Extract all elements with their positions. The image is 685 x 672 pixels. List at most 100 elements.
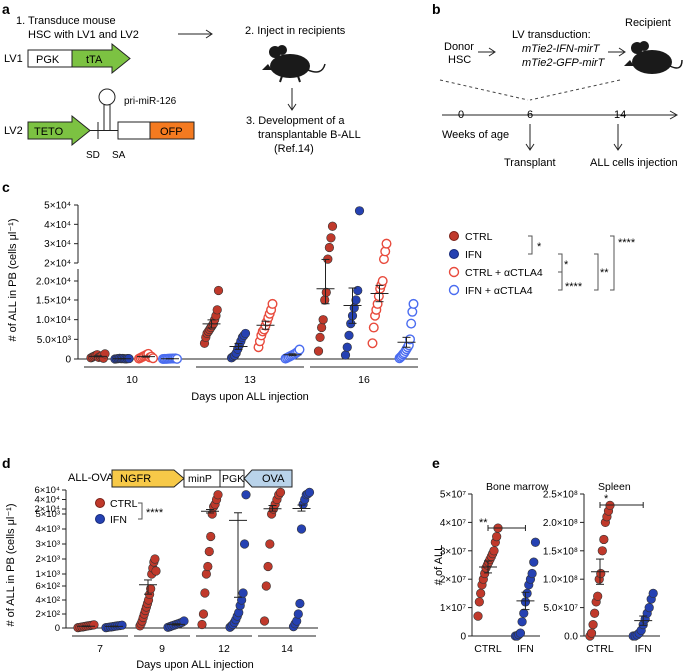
- legend-ifn-actla4-marker: [448, 284, 460, 296]
- c-point: [381, 238, 392, 249]
- legend-ctrl-actla4: CTRL + αCTLA4: [465, 267, 543, 279]
- d-point: [197, 619, 207, 630]
- e-point: [492, 531, 502, 542]
- panel-label-c: c: [2, 179, 10, 195]
- c-y-tick-label: 1.5×10⁴: [36, 296, 71, 307]
- d-point: [117, 620, 127, 630]
- a-step2: 2. Inject in recipients: [245, 25, 346, 37]
- ofp-label: OFP: [160, 126, 183, 138]
- d-point: [204, 546, 214, 557]
- c-y-tick-label: 3×10⁴: [44, 239, 71, 250]
- c-point: [327, 221, 338, 231]
- c-y-tick-label: 5×10⁴: [44, 201, 71, 212]
- e-point: [527, 568, 537, 579]
- e-title-spleen: Spleen: [598, 481, 631, 493]
- c-point: [324, 242, 334, 253]
- d-x-tick-label: 7: [97, 643, 103, 655]
- c-point: [213, 285, 224, 296]
- d-point: [304, 487, 315, 497]
- c-point: [315, 332, 325, 342]
- c-point: [368, 322, 379, 333]
- e-point: [522, 588, 532, 599]
- d-y-tick-label: 4×10⁴: [35, 495, 60, 506]
- sig-1: *: [537, 241, 542, 253]
- d-y-tick-label: 4×10³: [35, 524, 60, 535]
- e-point: [599, 534, 609, 545]
- e-y-tick-label: 4×10⁷: [440, 518, 467, 529]
- sig-5: ****: [618, 237, 636, 249]
- c-y-tick-label: 4×10⁴: [44, 220, 71, 231]
- c-point: [147, 353, 158, 364]
- a-step3-line2: transplantable B-ALL: [258, 129, 361, 141]
- sd-label: SD: [86, 150, 100, 161]
- e-x-tick-label: IFN: [635, 643, 652, 655]
- c-x-tick-label: 13: [244, 374, 256, 386]
- e-y-tick-label: 1.0×10⁸: [543, 575, 578, 586]
- c-point: [212, 305, 222, 315]
- c-point: [342, 342, 352, 352]
- e-point: [515, 628, 526, 638]
- e-x-tick-label: CTRL: [586, 643, 614, 655]
- e-y-label: # of ALL: [433, 545, 445, 585]
- legend-ifn: IFN: [465, 249, 482, 261]
- e-y-tick-label: 1.5×10⁸: [543, 546, 578, 557]
- teto-arrow: [27, 114, 91, 147]
- recipient-mouse-icon: [624, 41, 683, 74]
- d-point: [203, 561, 213, 572]
- tta-label: tTA: [86, 54, 103, 66]
- d-point: [295, 598, 305, 609]
- e-y-tick-label: 2.0×10⁸: [543, 518, 578, 529]
- a-step3-line3: (Ref.14): [274, 143, 314, 155]
- d-y-tick-label: 1×10³: [35, 569, 60, 580]
- c-point: [313, 346, 324, 356]
- chart-c: 0 5.0×10³ 1.0×10⁴ 1.5×10⁴ 2.0×10⁴ 2×10⁴ 3×10⁴ 4…: [7, 201, 419, 403]
- b-week0: 0: [458, 109, 464, 121]
- minp-label: minP: [188, 473, 212, 485]
- legend-d-ctrl-marker: [95, 498, 105, 508]
- sig-bracket-4: [594, 253, 599, 291]
- e-point: [519, 608, 529, 618]
- e-point: [473, 611, 483, 621]
- c-point: [406, 318, 417, 329]
- mirna-label: pri-miR-126: [124, 96, 177, 107]
- b-lv-line2: mTie2-IFN-mirT: [522, 43, 601, 55]
- c-point: [344, 330, 354, 341]
- legend-d-bracket: [138, 502, 143, 520]
- c-point: [317, 322, 327, 333]
- tta-arrow: [71, 42, 131, 75]
- c-y-label: # of ALL in PB (cells μl⁻¹): [7, 218, 19, 341]
- pgk-d-box: [219, 469, 245, 488]
- c-point: [354, 206, 365, 216]
- e-y-tick-label: 5.0×10⁷: [544, 603, 579, 614]
- c-point: [340, 350, 351, 360]
- d-point: [179, 616, 189, 626]
- a-arrowhead-2: [287, 103, 297, 111]
- c-point: [240, 328, 251, 339]
- e-point: [597, 546, 607, 556]
- ngfr-arrow: [111, 469, 185, 488]
- panel-label-d: d: [2, 455, 11, 471]
- c-y-tick-label: 5.0×10³: [37, 335, 72, 346]
- c-y-tick-label: 2.0×10⁴: [36, 277, 71, 288]
- b-week14: 14: [614, 109, 626, 121]
- b-recipient: Recipient: [625, 17, 671, 29]
- e-y-tick-label: 0.0: [564, 632, 578, 643]
- e-point: [590, 608, 600, 618]
- panel-label-a: a: [2, 1, 10, 17]
- a-lv1-label: LV1: [4, 53, 23, 65]
- sig-3: ****: [565, 281, 583, 293]
- b-donor-line2: HSC: [448, 54, 471, 66]
- c-x-tick-label: 16: [358, 374, 370, 386]
- sig-4: **: [600, 267, 609, 279]
- a-step1-line2: HSC with LV1 and LV2: [28, 29, 139, 41]
- e-sig-bm: **: [479, 517, 488, 529]
- c-point: [294, 344, 305, 355]
- c-point: [267, 298, 278, 309]
- c-y-tick-label: 2×10⁴: [44, 259, 71, 270]
- e-point: [596, 568, 606, 579]
- d-x-tick-label: 14: [281, 643, 293, 655]
- c-y-tick-label: 0: [65, 355, 71, 366]
- d-y-tick-label: 6×10²: [35, 581, 60, 592]
- c-point: [326, 233, 336, 243]
- chart-e-spleen: 0.0 5.0×10⁷ 1.0×10⁸ 1.5×10⁸ 2.0×10⁸ 2.5×10⁸ CT…: [543, 490, 660, 655]
